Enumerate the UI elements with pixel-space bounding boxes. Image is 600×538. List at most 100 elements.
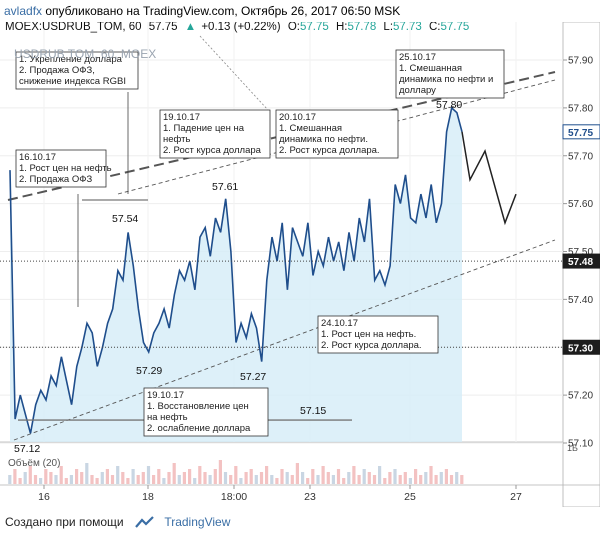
volume-bar	[429, 466, 433, 484]
change-value: +0.13 (+0.22%)	[201, 22, 280, 33]
volume-bar	[126, 478, 130, 484]
x-axis-ticks: 16 18 18:00 23 25 27	[38, 485, 522, 503]
up-arrow-icon: ▲	[185, 22, 196, 33]
price-tag	[562, 253, 600, 269]
value-label: 57.15	[300, 405, 326, 417]
volume-bar	[393, 469, 397, 484]
volume-bar	[449, 475, 454, 484]
volume-bar	[254, 475, 258, 484]
open-value: 57.75	[300, 22, 329, 33]
volume-bar	[90, 475, 94, 484]
chart-header: avladfx опубликовано на TradingView.com,…	[0, 0, 600, 22]
price-line	[9, 106, 463, 434]
volume-bar	[259, 472, 264, 484]
low-label: L:	[383, 22, 393, 33]
volume-bar	[218, 460, 222, 484]
volume-bar	[80, 472, 84, 484]
annotation-text: 1. Укрепление доллара	[19, 54, 123, 65]
volume-bar	[8, 475, 12, 484]
annotation-text: 1. Восстановление цен	[147, 401, 249, 412]
volume-bar	[162, 478, 166, 484]
volume-bar	[434, 475, 438, 484]
x-tick-label: 16	[38, 491, 50, 503]
y-tick-label: 57.40	[568, 295, 593, 306]
x-tick-label: 18:00	[221, 491, 247, 503]
volume-bar	[398, 475, 402, 484]
volume-bar	[116, 466, 120, 484]
volume-bar	[193, 478, 197, 484]
value-label: 57.54	[112, 213, 138, 225]
volume-bar	[136, 475, 140, 484]
tradingview-link[interactable]: TradingView	[164, 515, 231, 529]
annotation-text: 24.10.17	[321, 318, 358, 329]
annotation-text: динамика по нефти.	[279, 134, 368, 145]
symbol-watermark: USDRUB TOM, 60, MOEX	[14, 47, 156, 61]
volume-bar	[121, 472, 125, 484]
volume-bar	[414, 469, 418, 484]
volume-bar	[131, 469, 135, 484]
volume-bar	[85, 463, 89, 484]
volume-bar	[383, 478, 387, 484]
x-tick-label: 25	[404, 491, 416, 503]
x-tick-label: 27	[510, 491, 522, 503]
volume-bar	[198, 466, 202, 484]
volume-bar	[64, 478, 68, 484]
volume-bar	[270, 475, 274, 484]
volume-bar	[362, 469, 366, 484]
volume-bar	[275, 478, 279, 484]
volume-bar	[54, 475, 58, 484]
value-label: 57.27	[240, 371, 266, 383]
volume-bar	[223, 472, 228, 484]
x-tick-label: 23	[304, 491, 316, 503]
volume-axis-label: 1Б	[567, 443, 578, 453]
value-labels: 57.12 57.54 57.29 57.61 57.27 57.15 57.80	[14, 99, 462, 455]
y-tick-label: 57.50	[568, 247, 593, 258]
price-tag-label: 57.75	[568, 128, 593, 139]
volume-bar	[75, 469, 79, 484]
volume-bar	[403, 472, 407, 484]
annotation-text: 19.10.17	[163, 112, 200, 123]
volume-bar	[460, 475, 464, 484]
volume-bar	[295, 463, 299, 484]
volume-bar	[424, 472, 428, 484]
volume-bar	[49, 472, 53, 484]
price-tag	[562, 339, 600, 355]
annotation-text: 1. Рост цен на нефть	[19, 163, 112, 174]
annotation-box	[159, 109, 271, 159]
symbol-legend: MOEX:USDRUB_TOM, 60 57.75 ▲ +0.13 (+0.22…	[5, 22, 469, 33]
volume-bar	[110, 475, 115, 484]
volume-bar	[347, 472, 351, 484]
volume-bar	[408, 478, 412, 484]
volume-bar	[167, 472, 171, 484]
volume-bar	[141, 472, 145, 484]
annotation-box	[275, 109, 399, 159]
annotation-text: на нефть	[147, 412, 188, 423]
symbol-line: MOEX:USDRUB_TOM, 60	[5, 22, 142, 33]
channel-lower	[13, 239, 556, 441]
volume-bar	[28, 466, 32, 484]
close-label: C:	[429, 22, 441, 33]
annotation-text: нефть	[163, 134, 190, 145]
annotation-box	[143, 387, 269, 437]
price-tag	[562, 124, 600, 140]
volume-bar	[152, 475, 156, 484]
volume-bar	[311, 469, 315, 484]
y-tick-label: 57.20	[568, 391, 593, 402]
value-label: 57.80	[436, 99, 462, 111]
volume-bar	[23, 472, 27, 484]
volume-bar	[367, 472, 371, 484]
annotation-box	[15, 149, 107, 188]
annotation-text: 2. Рост курса доллара	[163, 145, 262, 156]
volume-bar	[13, 469, 17, 484]
annotation-text: 1. Смешанная	[279, 123, 342, 134]
annotation-text: 2. Рост курса доллара.	[279, 145, 380, 156]
volume-bar	[419, 475, 423, 484]
annotation-text: 2. ослабление доллара	[147, 423, 251, 434]
price-series	[9, 106, 517, 434]
author-name[interactable]: avladfx	[4, 4, 43, 18]
volume-bar	[95, 478, 99, 484]
high-value: 57.78	[347, 22, 376, 33]
annotation-box	[317, 315, 439, 354]
